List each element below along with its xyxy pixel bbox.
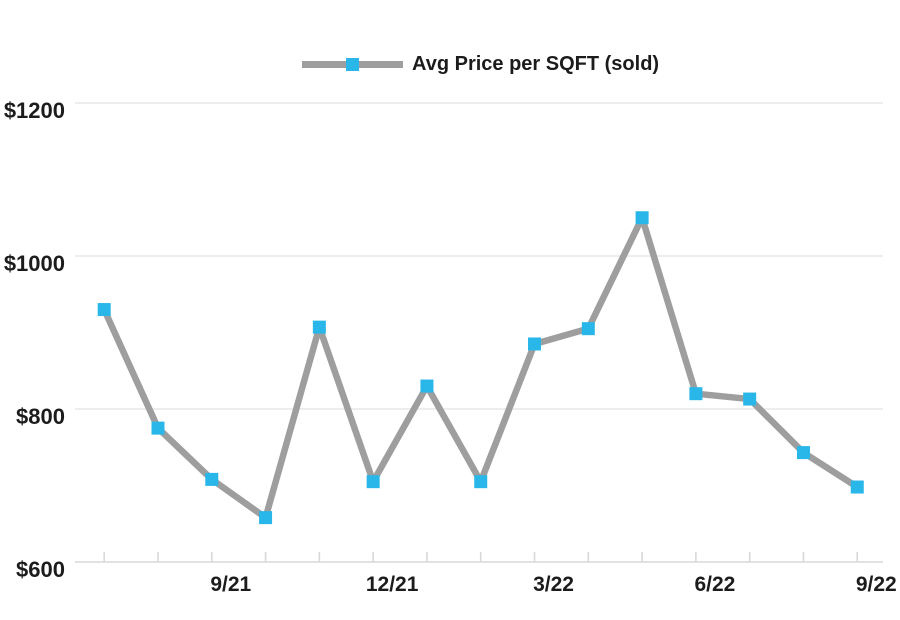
data-point-marker	[97, 303, 111, 317]
data-point-marker	[259, 511, 273, 525]
data-point-marker	[850, 480, 864, 494]
y-axis-tick-label: $800	[16, 404, 65, 429]
x-axis-tick-label: 6/22	[694, 573, 735, 596]
data-point-marker	[635, 211, 649, 225]
data-point-marker	[312, 320, 326, 334]
y-axis-tick-label: $1000	[4, 251, 65, 276]
x-axis-tick-label: 9/22	[856, 573, 897, 596]
data-point-marker	[366, 475, 380, 489]
y-axis-tick-label: $600	[16, 557, 65, 582]
data-point-marker	[474, 475, 488, 489]
data-point-marker	[420, 379, 434, 393]
data-point-marker	[528, 337, 542, 351]
data-point-marker	[689, 387, 703, 401]
legend-label: Avg Price per SQFT (sold)	[412, 53, 660, 75]
data-point-marker	[581, 322, 595, 336]
data-point-marker	[205, 472, 219, 486]
legend-marker-icon	[346, 58, 359, 71]
x-axis-tick-label: 12/21	[366, 573, 419, 596]
x-axis-tick-label: 3/22	[533, 573, 574, 596]
data-point-marker	[151, 421, 165, 435]
x-axis-tick-label: 9/21	[210, 573, 251, 596]
data-point-marker	[796, 446, 810, 460]
series-line	[100, 214, 861, 521]
legend: Avg Price per SQFT (sold)	[302, 51, 659, 78]
data-point-marker	[743, 392, 757, 406]
y-axis-tick-label: $1200	[4, 98, 65, 123]
legend-swatch	[302, 51, 403, 78]
